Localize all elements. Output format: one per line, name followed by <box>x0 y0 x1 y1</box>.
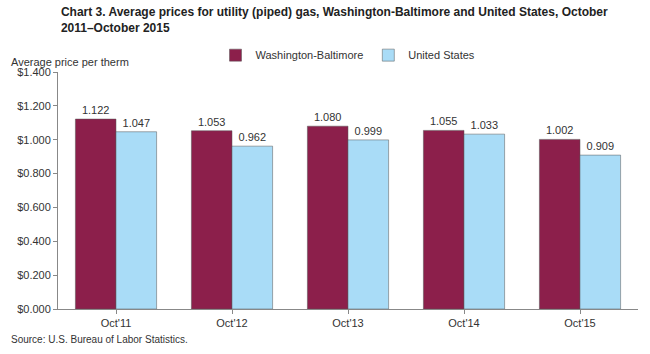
svg-text:$1.400: $1.400 <box>17 66 51 78</box>
svg-text:1.047: 1.047 <box>123 117 151 129</box>
svg-text:Oct'12: Oct'12 <box>216 317 247 329</box>
svg-text:$0.200: $0.200 <box>17 269 51 281</box>
svg-text:Oct'15: Oct'15 <box>564 317 595 329</box>
svg-text:1.122: 1.122 <box>82 104 110 116</box>
svg-text:$1.200: $1.200 <box>17 100 51 112</box>
svg-text:Oct'13: Oct'13 <box>332 317 363 329</box>
svg-text:$0.800: $0.800 <box>17 167 51 179</box>
svg-text:1.033: 1.033 <box>471 119 499 131</box>
svg-text:1.053: 1.053 <box>198 116 226 128</box>
svg-text:Oct'11: Oct'11 <box>101 317 132 329</box>
svg-text:1.055: 1.055 <box>430 115 458 127</box>
svg-text:Washington-Baltimore: Washington-Baltimore <box>256 49 364 61</box>
svg-text:United States: United States <box>408 49 475 61</box>
svg-text:0.962: 0.962 <box>239 131 267 143</box>
svg-text:Oct'14: Oct'14 <box>448 317 479 329</box>
svg-text:$0.600: $0.600 <box>17 201 51 213</box>
svg-text:$0.000: $0.000 <box>17 303 51 315</box>
svg-text:Source: U.S. Bureau of Labor S: Source: U.S. Bureau of Labor Statistics. <box>11 334 188 345</box>
svg-text:Chart 3. Average prices for ut: Chart 3. Average prices for utility (pip… <box>61 5 608 35</box>
svg-text:1.080: 1.080 <box>314 111 342 123</box>
svg-text:0.909: 0.909 <box>587 140 615 152</box>
svg-text:0.999: 0.999 <box>355 125 383 137</box>
svg-text:$1.000: $1.000 <box>17 134 51 146</box>
svg-text:$0.400: $0.400 <box>17 235 51 247</box>
svg-text:Average price per therm: Average price per therm <box>11 56 129 68</box>
svg-text:1.002: 1.002 <box>546 124 574 136</box>
